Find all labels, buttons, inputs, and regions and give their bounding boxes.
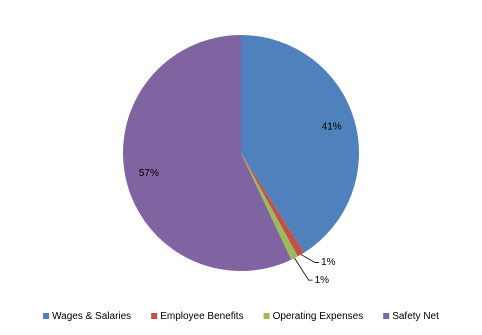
data-label: 1% <box>315 275 330 286</box>
legend-label: Employee Benefits <box>160 311 243 322</box>
legend-swatch <box>383 313 390 319</box>
legend-label: Wages & Salaries <box>52 311 131 322</box>
legend-label: Operating Expenses <box>273 311 364 322</box>
leader-line <box>294 257 313 281</box>
data-label: 1% <box>321 257 336 268</box>
pie-slice <box>122 35 292 271</box>
legend-swatch <box>263 313 270 319</box>
data-label: 41% <box>322 121 342 132</box>
legend-label: Safety Net <box>392 311 439 322</box>
legend-swatch <box>43 313 50 319</box>
legend-swatch <box>151 313 158 319</box>
data-label: 57% <box>139 168 159 179</box>
pie-slice <box>241 35 360 253</box>
leader-line <box>300 254 320 263</box>
pie-slice <box>241 153 305 257</box>
pie-slice <box>241 153 298 260</box>
